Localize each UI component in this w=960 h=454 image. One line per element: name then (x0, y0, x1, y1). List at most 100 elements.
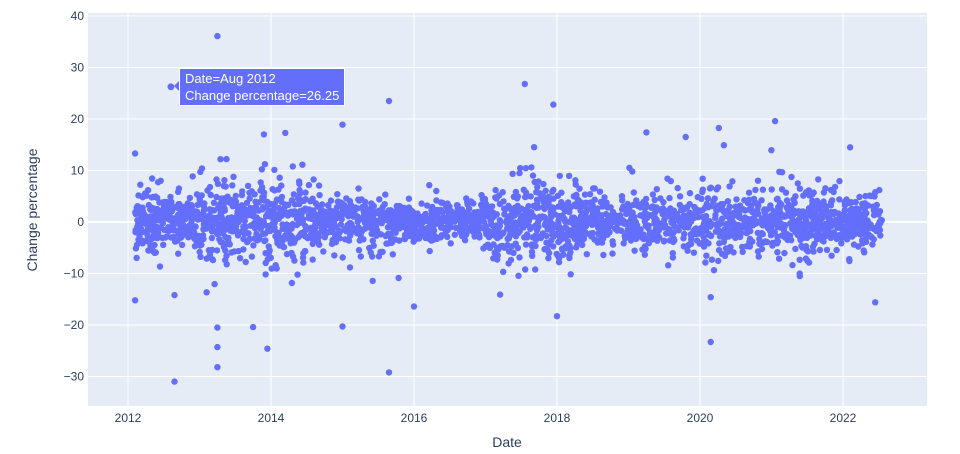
data-point[interactable] (630, 189, 637, 196)
data-point[interactable] (804, 248, 812, 255)
data-point[interactable] (438, 232, 446, 240)
data-point[interactable] (440, 224, 447, 232)
data-point[interactable] (276, 242, 283, 249)
data-point[interactable] (222, 233, 229, 241)
data-point[interactable] (522, 266, 529, 273)
data-point[interactable] (370, 224, 377, 232)
data-point[interactable] (389, 251, 396, 258)
data-point[interactable] (783, 204, 790, 211)
data-point[interactable] (296, 186, 303, 194)
data-point[interactable] (306, 206, 313, 213)
data-point[interactable] (734, 204, 741, 211)
data-point[interactable] (502, 205, 509, 213)
data-point[interactable] (541, 213, 548, 221)
data-point[interactable] (550, 205, 557, 212)
data-point[interactable] (246, 195, 253, 202)
data-point[interactable] (337, 221, 345, 228)
data-point[interactable] (198, 200, 205, 207)
data-point[interactable] (401, 235, 409, 243)
data-point[interactable] (811, 240, 818, 247)
data-point[interactable] (554, 192, 562, 199)
data-point[interactable] (234, 232, 242, 239)
data-point[interactable] (148, 194, 155, 201)
data-point[interactable] (369, 253, 376, 260)
data-point[interactable] (631, 247, 638, 254)
data-point[interactable] (358, 215, 365, 222)
data-point[interactable] (382, 191, 389, 198)
data-point[interactable] (796, 228, 803, 236)
data-point[interactable] (291, 208, 298, 215)
data-point-outlier[interactable] (643, 129, 650, 136)
data-point[interactable] (744, 215, 752, 223)
data-point[interactable] (480, 218, 488, 226)
data-point[interactable] (316, 241, 323, 248)
data-point[interactable] (855, 243, 862, 250)
data-point[interactable] (826, 218, 834, 225)
data-point[interactable] (861, 200, 869, 207)
data-point[interactable] (627, 237, 635, 244)
data-point[interactable] (686, 190, 694, 197)
data-point[interactable] (529, 252, 536, 259)
data-point[interactable] (337, 210, 344, 217)
data-point[interactable] (570, 216, 578, 223)
data-point[interactable] (733, 196, 740, 203)
data-point[interactable] (464, 210, 471, 218)
data-point[interactable] (474, 208, 481, 216)
data-point[interactable] (156, 263, 164, 270)
data-point[interactable] (841, 207, 848, 214)
data-point[interactable] (359, 203, 366, 211)
data-point[interactable] (799, 223, 807, 231)
data-point[interactable] (506, 225, 513, 232)
data-point[interactable] (783, 197, 791, 204)
data-point[interactable] (321, 234, 328, 241)
data-point[interactable] (306, 233, 314, 240)
data-point[interactable] (134, 217, 141, 224)
data-point[interactable] (516, 254, 523, 261)
data-point[interactable] (366, 244, 373, 252)
data-point[interactable] (600, 251, 607, 259)
data-point[interactable] (773, 240, 781, 247)
data-point[interactable] (294, 271, 301, 278)
data-point[interactable] (139, 228, 146, 235)
data-point[interactable] (707, 184, 715, 191)
data-point[interactable] (464, 201, 471, 208)
data-point-outlier[interactable] (771, 117, 779, 125)
data-point[interactable] (236, 207, 243, 214)
data-point[interactable] (559, 246, 566, 253)
data-point[interactable] (778, 232, 786, 239)
data-point[interactable] (331, 252, 338, 259)
data-point[interactable] (426, 182, 433, 189)
data-point[interactable] (708, 202, 715, 210)
data-point[interactable] (626, 210, 633, 217)
data-point[interactable] (580, 228, 588, 235)
data-point[interactable] (856, 230, 863, 237)
data-point[interactable] (649, 203, 656, 210)
data-point[interactable] (807, 221, 814, 228)
data-point[interactable] (299, 161, 306, 168)
data-point-outlier[interactable] (171, 291, 178, 299)
data-point[interactable] (480, 245, 487, 252)
data-point[interactable] (856, 223, 863, 230)
data-point[interactable] (819, 210, 826, 217)
data-point[interactable] (696, 240, 703, 247)
data-point[interactable] (512, 240, 519, 247)
data-point[interactable] (517, 164, 524, 172)
data-point[interactable] (796, 185, 804, 192)
data-point[interactable] (242, 229, 249, 236)
data-point[interactable] (673, 210, 680, 218)
data-point[interactable] (796, 256, 803, 263)
data-point[interactable] (762, 213, 769, 220)
data-point[interactable] (675, 227, 682, 234)
data-point[interactable] (271, 166, 278, 174)
data-point[interactable] (775, 255, 783, 262)
data-point-outlier[interactable] (214, 364, 221, 371)
data-point-outlier[interactable] (707, 294, 714, 301)
data-point[interactable] (776, 168, 783, 175)
data-point[interactable] (217, 209, 224, 217)
data-point[interactable] (767, 232, 775, 239)
data-point[interactable] (242, 258, 249, 266)
data-point[interactable] (338, 216, 345, 223)
data-point[interactable] (278, 193, 286, 201)
data-point[interactable] (516, 169, 523, 177)
data-point[interactable] (692, 206, 699, 213)
